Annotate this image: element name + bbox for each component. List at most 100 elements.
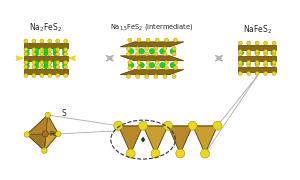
Circle shape [24,60,28,64]
Circle shape [44,61,48,65]
Circle shape [170,49,176,54]
Circle shape [48,73,52,77]
Circle shape [25,51,29,56]
Circle shape [238,63,242,67]
Circle shape [255,63,259,67]
Circle shape [62,61,67,65]
Polygon shape [118,126,143,154]
Circle shape [64,39,68,43]
Circle shape [64,65,68,69]
Circle shape [151,149,160,158]
Text: Na$_{1.5}$FeS$_2$ (intermediate): Na$_{1.5}$FeS$_2$ (intermediate) [110,22,194,32]
Circle shape [25,61,29,65]
Circle shape [42,148,47,153]
Circle shape [255,61,260,66]
Circle shape [44,48,48,52]
Circle shape [24,48,28,52]
Circle shape [44,64,48,69]
Circle shape [145,47,149,51]
Circle shape [40,48,44,52]
Circle shape [264,71,268,75]
Circle shape [172,47,176,51]
Circle shape [247,71,251,75]
Circle shape [25,48,29,52]
Circle shape [238,60,242,64]
Circle shape [127,74,130,78]
Circle shape [44,51,48,56]
Circle shape [40,52,44,56]
Circle shape [56,48,60,52]
Circle shape [40,65,44,69]
Circle shape [64,52,68,56]
Bar [238,45,276,50]
Circle shape [40,39,44,43]
Circle shape [163,74,167,78]
Circle shape [137,60,141,64]
Circle shape [172,52,176,56]
Circle shape [149,62,155,68]
Circle shape [255,51,260,55]
Circle shape [32,65,36,69]
Circle shape [239,51,244,55]
Circle shape [272,50,276,54]
Circle shape [247,50,251,54]
Circle shape [255,41,259,45]
Circle shape [173,38,178,42]
Circle shape [24,52,28,56]
Polygon shape [44,115,58,150]
Circle shape [146,38,150,42]
Bar [24,56,68,61]
Bar [24,69,68,74]
Circle shape [154,47,158,51]
Circle shape [154,52,158,56]
Circle shape [264,60,268,64]
Circle shape [272,52,276,56]
Polygon shape [193,126,217,154]
Text: Fe: Fe [49,131,57,137]
Circle shape [164,121,172,130]
Circle shape [34,51,39,56]
Circle shape [154,74,158,78]
Circle shape [128,62,134,68]
Circle shape [264,50,268,54]
Circle shape [188,121,197,130]
Circle shape [48,60,52,64]
Circle shape [272,60,276,64]
Circle shape [56,52,60,56]
Circle shape [173,60,178,64]
Circle shape [255,60,259,64]
Circle shape [272,71,276,75]
Circle shape [264,52,268,56]
Circle shape [160,62,165,68]
Circle shape [136,52,140,56]
Circle shape [64,48,68,52]
Polygon shape [120,56,184,61]
Circle shape [48,39,52,43]
Circle shape [272,41,276,45]
Polygon shape [143,126,168,154]
Circle shape [145,74,149,78]
Polygon shape [168,126,193,154]
Circle shape [56,39,60,43]
Circle shape [32,48,36,52]
Circle shape [247,60,251,64]
Circle shape [128,66,132,70]
Circle shape [238,50,242,54]
Circle shape [155,38,159,42]
Circle shape [271,51,275,55]
Circle shape [32,39,36,43]
Circle shape [271,61,275,66]
Circle shape [272,63,276,67]
Circle shape [127,52,130,56]
Circle shape [56,60,60,64]
Circle shape [42,131,48,137]
Circle shape [164,60,168,64]
Circle shape [146,60,150,64]
Circle shape [48,65,52,69]
Circle shape [160,49,165,54]
Circle shape [53,61,58,65]
Polygon shape [120,70,184,75]
Circle shape [213,121,222,130]
Circle shape [201,149,209,158]
Circle shape [40,73,44,77]
